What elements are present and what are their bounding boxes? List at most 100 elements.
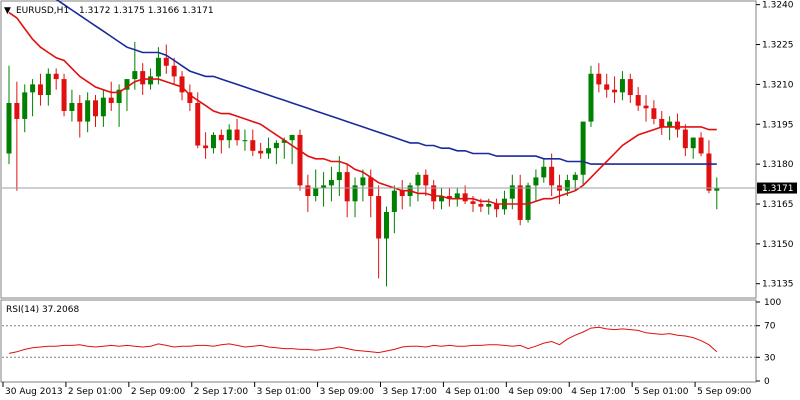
price-tick-label: 1.3165 [762, 200, 794, 210]
candle-bear [478, 203, 484, 207]
candle-bear [171, 65, 177, 77]
chevron-down-icon[interactable]: ▼ [4, 6, 11, 16]
candle-bear [549, 166, 555, 186]
candle-bull [6, 102, 12, 154]
candle-bull [273, 142, 279, 149]
candle-bear [108, 97, 114, 103]
candle-bear [462, 193, 468, 202]
symbol-label: EURUSD,H1 [16, 6, 69, 16]
candle-bull [100, 97, 106, 117]
candle-bear [258, 150, 264, 154]
candle-bear [612, 89, 618, 93]
candle-bull [328, 180, 334, 186]
time-tick-label: 3 Sep 01:00 [257, 387, 312, 397]
candle-bull [242, 140, 248, 142]
candle-bull [439, 196, 445, 202]
candle-bear [305, 185, 311, 197]
candle-bull [69, 102, 75, 111]
price-tick-label: 1.3180 [762, 160, 794, 170]
candle-bull [155, 57, 161, 77]
candle-bull [148, 76, 154, 85]
candle-bull [360, 177, 366, 186]
candle-bear [195, 102, 201, 146]
price-tick-label: 1.3135 [762, 280, 794, 290]
rsi-label: RSI(14) 37.2068 [6, 305, 79, 315]
price-tick-label: 1.3240 [762, 1, 794, 11]
time-tick-label: 30 Aug 2013 [5, 387, 63, 397]
price-plot-area[interactable] [6, 0, 720, 287]
rsi-panel-frame [0, 299, 757, 383]
candle-bull [289, 134, 295, 141]
rsi-tick-label: 100 [764, 298, 781, 308]
ma-fast-line [8, 11, 717, 205]
candle-bear [431, 185, 437, 202]
time-axis: 30 Aug 2013 2 Sep 01:00 2 Sep 09:00 2 Sep 1… [2, 382, 752, 397]
price-tick-label: 1.3210 [762, 80, 794, 90]
candle-bull [132, 71, 138, 80]
candle-bear [635, 95, 641, 106]
candle-bear [37, 84, 43, 96]
candle-bear [494, 203, 500, 210]
candle-bull [619, 79, 625, 93]
current-price-label: 1.3171 [762, 184, 794, 194]
price-tick-label: 1.3150 [762, 240, 794, 250]
candle-bull [30, 84, 36, 93]
rsi-plot-area[interactable] [2, 325, 756, 358]
rsi-tick-label: 0 [764, 377, 770, 387]
candle-bear [53, 73, 59, 80]
candle-bull [22, 92, 28, 119]
candle-bear [376, 196, 382, 239]
candle-bear [250, 140, 256, 151]
candle-bear [643, 105, 649, 109]
candle-bear [517, 185, 523, 220]
candle-bull [564, 180, 570, 191]
candle-bull [313, 188, 319, 197]
rsi-tick-label: 30 [764, 353, 776, 363]
candle-bear [423, 174, 429, 186]
candle-bear [93, 100, 99, 117]
time-tick-label: 3 Sep 17:00 [382, 387, 437, 397]
candle-bull [210, 134, 216, 149]
candle-bear [61, 79, 67, 111]
time-tick-label: 2 Sep 09:00 [131, 387, 186, 397]
time-tick-label: 2 Sep 01:00 [68, 387, 123, 397]
candle-bull [352, 185, 358, 202]
candle-bear [179, 76, 185, 93]
candle-bull [391, 190, 397, 212]
current-price-tag [757, 182, 797, 194]
candle-bull [509, 185, 515, 199]
candle-bear [399, 190, 405, 197]
candle-bull [124, 79, 130, 90]
candle-bull [336, 172, 342, 181]
candle-bull [266, 148, 272, 154]
candle-bull [281, 140, 287, 143]
candle-bear [682, 129, 688, 149]
candle-bear [234, 129, 240, 141]
price-axis: 1.3240 1.3225 1.3210 1.3195 1.3180 1.3165 1.31… [756, 1, 794, 290]
candle-bull [667, 121, 673, 127]
time-tick-label: 5 Sep 09:00 [697, 387, 752, 397]
candle-bull [415, 174, 421, 186]
candle-bull [525, 185, 531, 220]
candle-bear [596, 73, 602, 85]
candle-bear [77, 102, 83, 122]
candle-bull [714, 188, 720, 191]
time-tick-label: 3 Sep 09:00 [320, 387, 375, 397]
ohlc-readout: 1.3172 1.3175 1.3166 1.3171 [79, 6, 214, 16]
candle-bear [706, 153, 712, 191]
candle-bear [659, 118, 665, 127]
candle-bull [321, 185, 327, 189]
candle-bull [85, 100, 91, 122]
rsi-tick-label: 70 [764, 322, 776, 332]
candle-bear [14, 102, 20, 119]
candle-bear [674, 121, 680, 130]
ma-slow-line [55, 0, 717, 165]
candle-bull [580, 121, 586, 175]
candle-bear [368, 177, 374, 197]
time-tick-label: 4 Sep 09:00 [508, 387, 563, 397]
candle-bear [604, 84, 610, 90]
candle-bear [297, 134, 303, 186]
candle-bull [572, 174, 578, 181]
candle-bear [627, 79, 633, 96]
